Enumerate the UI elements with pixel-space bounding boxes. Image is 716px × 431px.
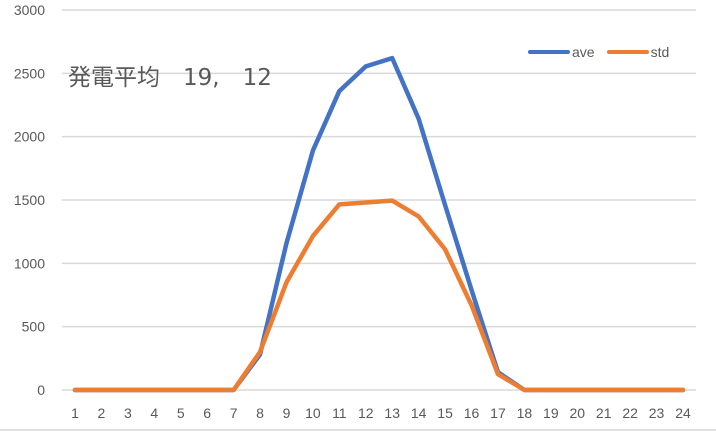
y-axis-ticks: 0 500 1000 1500 2000 2500 3000 [14,2,45,398]
x-tick-label: 20 [569,405,585,421]
x-tick-label: 7 [230,405,238,421]
x-tick-label: 15 [437,405,453,421]
x-tick-label: 21 [596,405,612,421]
y-tick-label: 3000 [14,2,45,18]
chart-title: 発電平均 19, 12 [68,65,272,91]
x-tick-label: 19 [543,405,559,421]
x-tick-label: 18 [517,405,533,421]
x-tick-label: 23 [649,405,665,421]
chart-bottom-border [0,429,716,431]
y-tick-label: 1500 [14,192,45,208]
gridlines [62,9,696,391]
y-tick-label: 2000 [14,129,45,145]
x-tick-label: 6 [203,405,211,421]
legend-label-std: std [650,44,670,60]
x-tick-label: 22 [622,405,638,421]
series-line-std [72,198,686,393]
legend-swatch-ave [528,50,570,54]
y-tick-label: 0 [37,382,45,398]
x-tick-label: 3 [124,405,132,421]
x-tick-label: 24 [675,405,691,421]
x-tick-label: 5 [177,405,185,421]
x-axis-ticks: 1 2 3 4 5 6 7 8 9 10 11 12 13 14 15 16 17 18 19 20 21 22 23 24 [71,405,691,421]
series-line-ave [72,55,686,393]
legend-item-ave: ave [528,44,595,60]
x-tick-label: 8 [256,405,264,421]
x-tick-label: 10 [305,405,321,421]
x-tick-label: 12 [358,405,374,421]
x-tick-label: 4 [150,405,158,421]
legend-item-std: std [606,44,670,60]
x-tick-label: 1 [71,405,79,421]
x-tick-label: 16 [464,405,480,421]
legend: ave std [528,44,681,60]
x-tick-label: 2 [98,405,106,421]
x-tick-label: 13 [384,405,400,421]
x-tick-label: 14 [411,405,427,421]
x-tick-label: 17 [490,405,506,421]
x-tick-label: 9 [283,405,291,421]
legend-label-ave: ave [572,44,595,60]
x-tick-label: 11 [332,405,347,421]
y-tick-label: 2500 [14,65,45,81]
legend-swatch-std [606,50,649,54]
series-lines [72,55,686,393]
y-tick-label: 1000 [14,255,45,271]
y-tick-label: 500 [22,319,46,335]
